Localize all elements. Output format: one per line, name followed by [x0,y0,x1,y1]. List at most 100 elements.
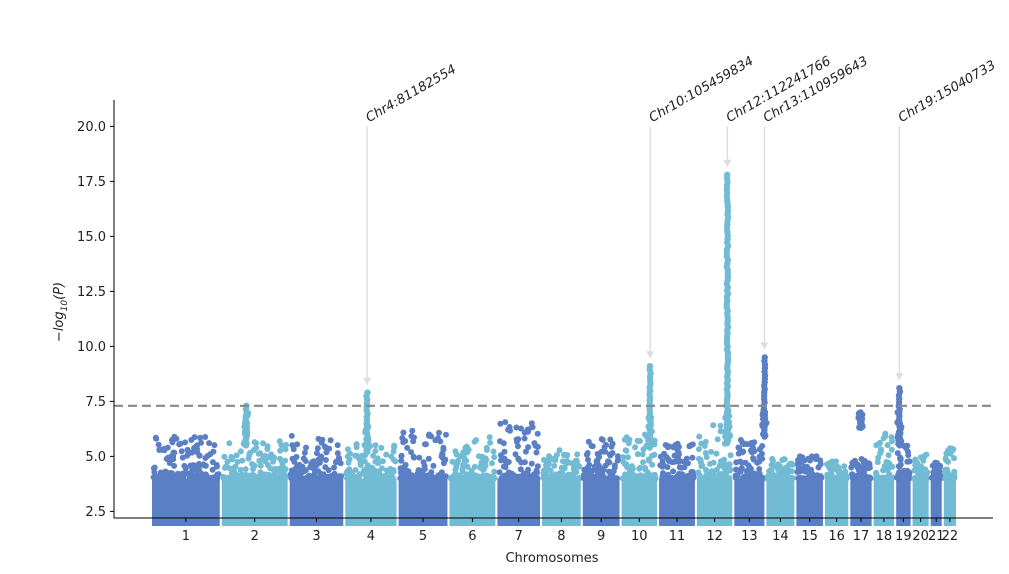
snp-point [510,475,517,482]
snp-point [420,459,427,466]
snp-point [281,466,288,473]
x-tick-label: 16 [828,529,845,544]
snp-point [383,451,390,458]
snp-point [440,446,447,453]
snp-point [747,465,754,472]
snp-point [769,457,776,464]
snp-point [733,466,739,473]
snp-point [402,438,409,444]
snp-point [696,446,702,453]
snp-point [188,437,195,443]
x-tick-label: 6 [468,529,476,544]
snp-point [514,443,521,450]
snp-point [648,452,655,459]
peak-chr19 [894,385,905,449]
snp-point [184,452,191,459]
snp-point [483,444,490,451]
snp-point [277,447,284,454]
snp-point [889,438,895,445]
chromosome-14-points [764,455,796,526]
snp-point [283,441,289,448]
annotation-arrows [363,126,904,385]
snp-point [620,459,627,466]
snp-point [576,475,583,482]
snp-point [314,445,321,452]
peak-snp-point [855,410,863,417]
snp-point [245,455,252,462]
snp-point [498,475,505,482]
snp-point [428,469,435,476]
snp-point [478,461,485,468]
snp-point [196,460,203,467]
snp-point [632,444,639,451]
snp-point [480,467,487,473]
snp-point [781,456,788,463]
x-tick-label: 5 [419,529,427,544]
snp-point [622,475,629,482]
snp-point [531,440,538,447]
snp-point [480,473,487,480]
snp-point [209,466,216,473]
snp-point [835,475,842,482]
snp-point [713,450,720,457]
snp-point [848,464,855,471]
snp-point [824,461,831,468]
snp-point [381,473,388,480]
snp-point [334,450,341,457]
snp-point [453,475,460,482]
snp-point [629,470,635,477]
snp-point [735,444,742,451]
snp-point [552,471,559,478]
y-tick-label: 15.0 [77,230,106,245]
snp-point [525,475,532,482]
peak-chr17 [855,409,866,431]
snp-point [634,451,641,458]
snp-point [857,475,864,481]
snp-point [756,466,763,472]
snp-point [697,475,704,482]
snp-point [512,451,519,458]
snp-point [429,474,436,480]
snp-point [699,462,706,469]
chromosome-3-points [287,432,345,526]
snp-point [858,464,865,471]
annotation-arrow-head [646,351,655,359]
snp-point [889,475,895,482]
snp-point [677,472,684,479]
snp-point [714,436,721,443]
snp-point [404,444,411,451]
snp-point [646,457,652,464]
snp-point [461,474,468,481]
snp-point [933,473,940,480]
snp-point [226,440,233,447]
snp-point [390,468,397,475]
snp-point [525,444,532,451]
snp-point [344,453,351,460]
snp-point [486,473,493,480]
snp-point [171,475,177,482]
snp-point [471,463,478,470]
snp-point [230,465,237,472]
x-tick-label: 7 [515,529,523,544]
snp-point [649,461,656,468]
annotation-arrow-head [895,373,904,381]
peak-snp-point [363,436,371,443]
snp-point [830,464,837,471]
snp-point [739,449,746,456]
snp-point [428,433,435,440]
chromosome-2-points [220,438,290,526]
snp-point [738,459,745,466]
snp-point [606,451,613,458]
snp-point [201,462,207,469]
snp-point [534,443,541,450]
snp-point [794,469,801,475]
peak-snp-point [858,415,866,422]
snp-point [696,455,702,462]
snp-point [703,454,710,461]
snp-point [398,452,405,459]
chromosome-18-dense-band [873,478,895,526]
snp-point [374,455,381,462]
snp-point [277,455,283,462]
peak-chr13 [759,354,770,440]
snp-point [710,470,716,476]
